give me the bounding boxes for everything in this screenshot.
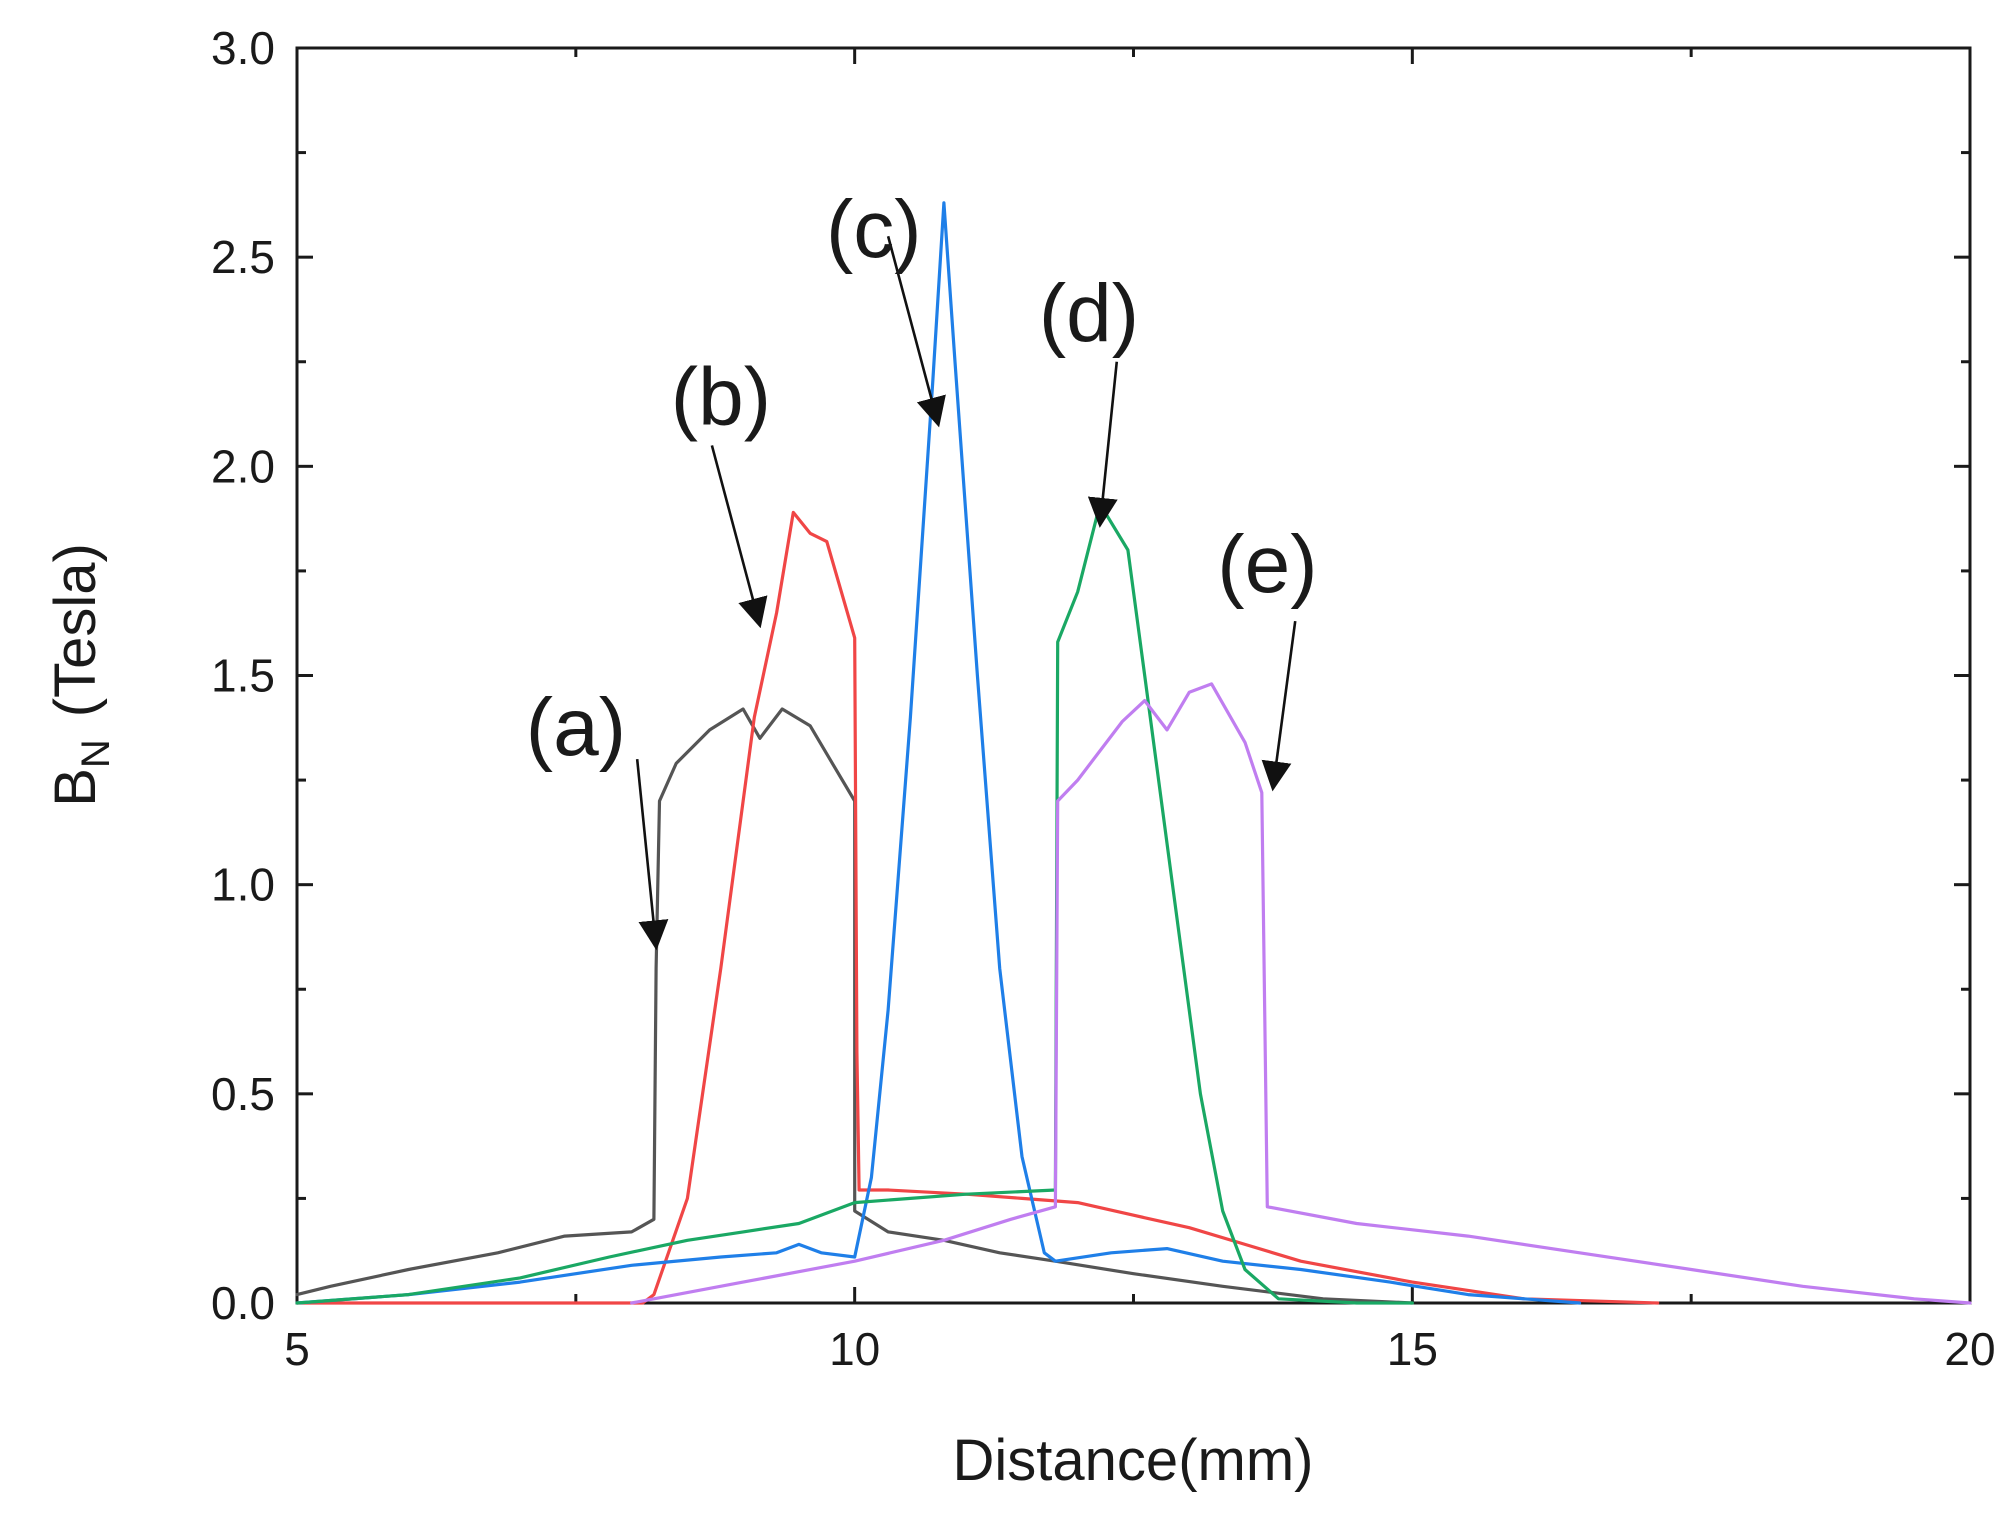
- annotation-label-c: (c): [826, 184, 922, 275]
- x-tick-label: 15: [1387, 1323, 1438, 1375]
- annotation-label-a: (a): [526, 682, 626, 773]
- series-line-a: [295, 707, 1414, 1305]
- annotation-arrow-c: [886, 235, 946, 428]
- y-tick-label: 0.0: [211, 1277, 275, 1329]
- series-line-e: [629, 682, 1972, 1305]
- y-axis-title-main: B: [43, 768, 108, 807]
- y-tick-labels: 0.0 0.5 1.0 1.5 2.0 2.5 3.0: [211, 22, 275, 1329]
- y-tick-label: 3.0: [211, 22, 275, 74]
- axis-ticks: [295, 46, 1972, 1305]
- y-axis-title: BN (Tesla): [43, 543, 118, 807]
- plot-frame: [295, 46, 1972, 1305]
- x-tick-label: 10: [829, 1323, 880, 1375]
- x-axis-title: Distance(mm): [953, 1428, 1314, 1493]
- y-tick-label: 1.5: [211, 650, 275, 702]
- series-layer: [295, 201, 1972, 1305]
- annotation-arrow-a: [635, 759, 669, 951]
- annotation-label-d: (d): [1039, 268, 1139, 359]
- x-tick-label: 20: [1944, 1323, 1995, 1375]
- y-axis-title-unit: (Tesla): [43, 543, 108, 717]
- annotation-label-e: (e): [1217, 519, 1317, 610]
- y-tick-label: 0.5: [211, 1068, 275, 1120]
- y-tick-label: 2.0: [211, 440, 275, 492]
- x-tick-labels: 5 10 15 20: [284, 1323, 1995, 1375]
- x-tick-label: 5: [284, 1323, 310, 1375]
- annotation-arrow-e: [1261, 620, 1297, 792]
- annotation-label-b: (b): [671, 352, 771, 443]
- series-line-b: [295, 510, 1660, 1305]
- series-line-d: [295, 502, 1414, 1305]
- y-tick-label: 2.5: [211, 231, 275, 283]
- annotation-arrow-d: [1087, 361, 1119, 528]
- annotation-arrow-b: [710, 445, 768, 629]
- annotation-layer: (a) (b) (c) (d) (e): [526, 184, 1318, 951]
- y-tick-label: 1.0: [211, 859, 275, 911]
- y-axis-title-subscript: N: [74, 739, 118, 768]
- series-line-c: [295, 201, 1582, 1305]
